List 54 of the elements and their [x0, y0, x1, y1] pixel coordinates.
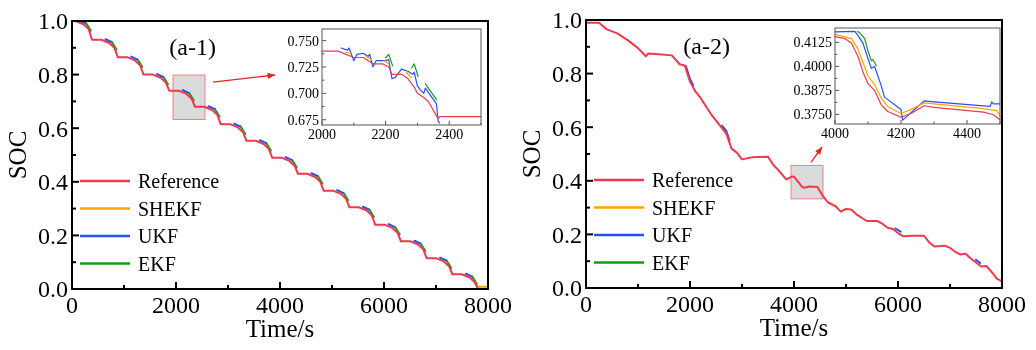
- y-tick-label: 0.3875: [793, 83, 832, 99]
- x-axis-title: Time/s: [759, 314, 829, 341]
- y-axis-title: SOC: [518, 129, 545, 179]
- y-tick-label: 0.6: [552, 114, 582, 141]
- y-tick-label: 0.6: [38, 115, 68, 142]
- y-tick-label: 0.675: [287, 112, 319, 128]
- y-tick-label: 0.3750: [793, 107, 832, 123]
- legend-label: UKF: [652, 224, 693, 246]
- x-tick-label: 4400: [953, 126, 981, 141]
- x-tick-label: 6000: [874, 291, 922, 317]
- y-tick-label: 0.700: [287, 86, 319, 102]
- line-series: [585, 21, 1003, 283]
- y-tick-label: 1.0: [38, 8, 68, 35]
- x-tick-label: 6000: [360, 292, 408, 318]
- x-tick-label: 2200: [371, 127, 400, 142]
- x-tick-label: 4200: [887, 126, 915, 141]
- y-tick-label: 0.0: [38, 276, 68, 303]
- y-tick-label: 0.725: [287, 59, 319, 75]
- x-tick-label: 4000: [770, 291, 818, 317]
- legend-label: SHEKF: [652, 196, 716, 219]
- legend-label: EKF: [652, 251, 690, 274]
- legend-label: Reference: [652, 169, 734, 191]
- legend-label: EKF: [138, 252, 176, 275]
- legend-label: UKF: [138, 225, 179, 247]
- x-tick-label: 8000: [464, 292, 512, 318]
- line-series: [340, 47, 441, 124]
- x-tick-label: 8000: [978, 291, 1026, 317]
- line-series: [321, 50, 482, 120]
- x-tick-label: 2000: [308, 127, 336, 142]
- x-tick-label: 2000: [666, 291, 714, 317]
- x-tick-label: 2400: [435, 127, 464, 142]
- legend-label: Reference: [138, 170, 220, 192]
- y-axis-title: SOC: [4, 130, 31, 180]
- text: (a-2): [683, 33, 730, 59]
- y-tick-label: 0.4000: [793, 59, 832, 75]
- y-tick-label: 0.8: [38, 62, 68, 88]
- y-tick-label: 0.4: [552, 168, 582, 195]
- line-series: [856, 30, 877, 67]
- y-tick-label: 0.4: [38, 169, 68, 196]
- y-tick-label: 0.2: [38, 222, 68, 249]
- y-tick-label: 0.750: [287, 33, 319, 49]
- x-axis-title: Time/s: [245, 315, 315, 342]
- y-tick-label: 0.0: [552, 275, 582, 302]
- x-tick-label: 0: [580, 291, 592, 317]
- x-tick-label: 4000: [821, 126, 849, 141]
- x-tick-label: 4000: [256, 292, 304, 318]
- y-tick-label: 0.4125: [793, 35, 832, 51]
- x-tick-label: 0: [66, 292, 78, 318]
- y-tick-label: 0.2: [552, 221, 582, 248]
- text: (a-1): [169, 34, 216, 60]
- y-tick-label: 1.0: [552, 7, 582, 34]
- legend-label: SHEKF: [138, 197, 202, 220]
- y-tick-label: 0.8: [552, 61, 582, 87]
- x-tick-label: 2000: [152, 292, 200, 318]
